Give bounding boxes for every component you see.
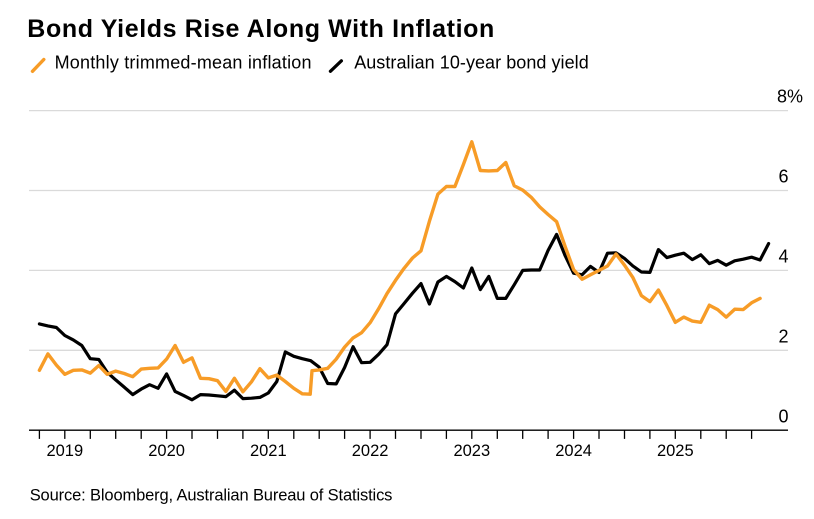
svg-text:2020: 2020 bbox=[148, 442, 185, 460]
svg-text:2019: 2019 bbox=[46, 442, 83, 460]
svg-text:Bond Yields Rise Along With In: Bond Yields Rise Along With Inflation bbox=[27, 15, 495, 43]
svg-text:Source: Bloomberg, Australian: Source: Bloomberg, Australian Bureau of … bbox=[30, 486, 393, 504]
svg-text:4: 4 bbox=[778, 247, 788, 267]
svg-text:2024: 2024 bbox=[555, 442, 592, 460]
svg-text:6: 6 bbox=[778, 167, 788, 187]
svg-text:2023: 2023 bbox=[453, 442, 490, 460]
svg-text:8%: 8% bbox=[777, 87, 803, 107]
svg-text:0: 0 bbox=[778, 406, 788, 426]
svg-text:2021: 2021 bbox=[250, 442, 287, 460]
svg-text:Monthly trimmed-mean inflation: Monthly trimmed-mean inflation bbox=[55, 53, 312, 73]
svg-text:2022: 2022 bbox=[352, 442, 389, 460]
svg-text:2: 2 bbox=[778, 326, 788, 346]
svg-text:Australian 10-year bond yield: Australian 10-year bond yield bbox=[354, 53, 589, 73]
svg-text:2025: 2025 bbox=[657, 442, 694, 460]
